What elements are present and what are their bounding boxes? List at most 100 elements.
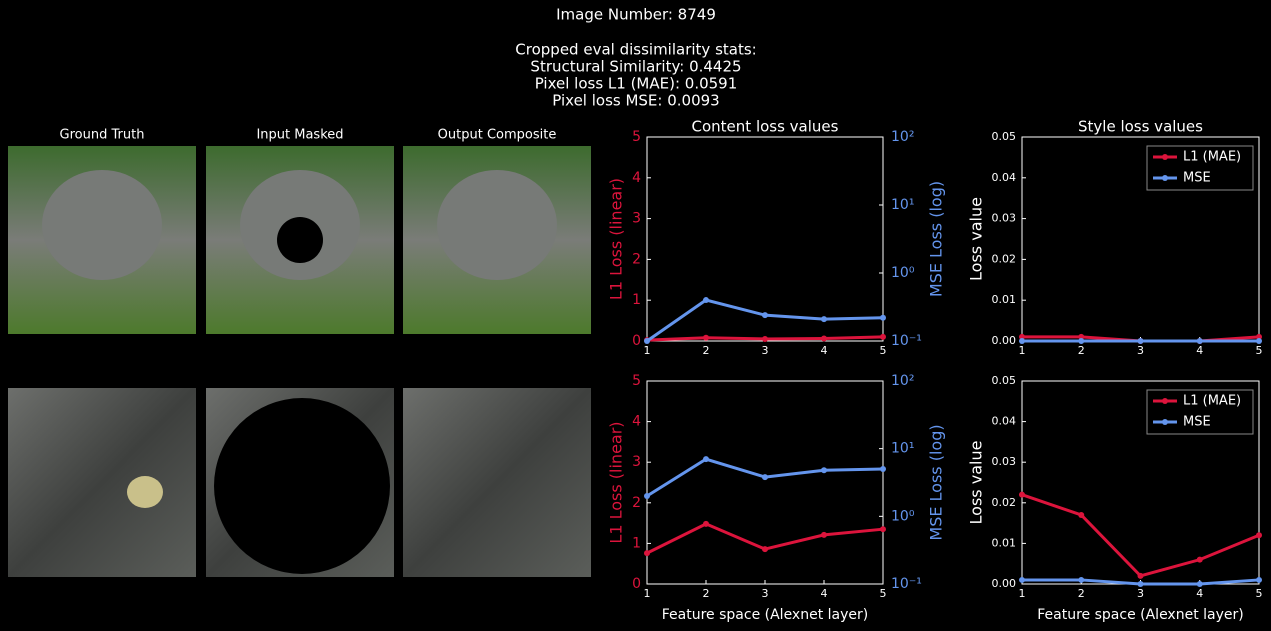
x-tick-label: 2 <box>1078 587 1085 600</box>
point <box>1137 581 1144 587</box>
series-line <box>646 298 884 343</box>
series-line <box>1021 493 1260 578</box>
legend-marker <box>1162 175 1168 181</box>
point <box>762 474 768 481</box>
x-tick-label: 3 <box>762 344 769 357</box>
y2-tick-label: 10² <box>891 129 914 145</box>
point <box>644 338 650 344</box>
x-tick-label: 2 <box>703 344 710 357</box>
point <box>880 333 886 340</box>
y-tick-label: 0.02 <box>992 496 1017 509</box>
y-tick-label: 0 <box>632 333 641 349</box>
image-crop-output <box>403 388 591 577</box>
point <box>1256 338 1262 344</box>
point <box>762 335 768 342</box>
x-axis-label: Feature space (Alexnet layer) <box>662 607 868 623</box>
y-tick-label: 4 <box>632 170 641 186</box>
x-tick-label: 5 <box>880 344 887 357</box>
point <box>1196 556 1203 563</box>
image-crop-ground-truth <box>8 388 196 577</box>
point <box>821 316 827 323</box>
point <box>1078 338 1085 344</box>
legend-label: MSE <box>1183 415 1211 430</box>
elephant-shape <box>437 170 557 280</box>
point <box>1256 576 1262 583</box>
y2-tick-label: 10⁻¹ <box>891 576 922 592</box>
y-tick-label: 2 <box>632 251 641 267</box>
y-tick-label: 1 <box>632 292 641 308</box>
x-tick-label: 1 <box>1019 587 1026 600</box>
y-tick-label: 2 <box>632 495 641 511</box>
y-tick-label: 0 <box>632 576 641 592</box>
point <box>1019 576 1025 583</box>
y-tick-label: 4 <box>632 414 641 430</box>
y-tick-label: 3 <box>632 454 641 470</box>
y-tick-label: 5 <box>632 129 641 145</box>
x-tick-label: 3 <box>1137 587 1144 600</box>
point <box>821 467 827 474</box>
point <box>1137 338 1144 344</box>
y-tick-label: 3 <box>632 211 641 227</box>
point <box>1196 338 1203 344</box>
header-line: Structural Similarity: 0.4425 <box>530 58 741 76</box>
y-tick-label: 0.01 <box>992 293 1017 306</box>
legend-marker <box>1162 398 1168 404</box>
y2-tick-label: 10⁰ <box>891 265 915 281</box>
x-tick-label: 3 <box>762 587 769 600</box>
point <box>880 526 886 533</box>
mask <box>214 398 390 574</box>
header-line: Pixel loss L1 (MAE): 0.0591 <box>535 75 738 93</box>
y-tick-label: 0.02 <box>992 252 1017 265</box>
point <box>880 466 886 473</box>
mask <box>277 217 323 263</box>
point <box>1078 511 1085 518</box>
point <box>821 335 827 342</box>
x-tick-label: 4 <box>1196 587 1203 600</box>
point <box>1019 338 1025 344</box>
axes-frame <box>646 380 884 585</box>
legend-label: MSE <box>1183 171 1211 186</box>
header-line: Cropped eval dissimilarity stats: <box>515 41 756 59</box>
header-line: Image Number: 8749 <box>556 6 716 24</box>
x-tick-label: 1 <box>644 587 651 600</box>
point <box>703 297 709 304</box>
y-axis-label: Loss value <box>967 441 986 525</box>
elephant-shape <box>42 170 162 280</box>
y-tick-label: 0.04 <box>992 415 1017 428</box>
legend-box <box>1146 389 1254 435</box>
point <box>644 492 650 499</box>
y2-tick-label: 10² <box>891 373 914 389</box>
x-tick-label: 5 <box>1256 587 1263 600</box>
y-axis-label: L1 Loss (linear) <box>607 178 626 300</box>
x-tick-label: 4 <box>1196 344 1203 357</box>
point <box>1196 581 1203 587</box>
chart-title: Style loss values <box>1078 118 1203 136</box>
image-title: Ground Truth <box>60 128 145 143</box>
y-tick-label: 0.01 <box>992 536 1017 549</box>
y-tick-label: 0.00 <box>992 577 1017 590</box>
y-axis-label: L1 Loss (linear) <box>607 421 626 543</box>
y2-tick-label: 10⁰ <box>891 508 915 524</box>
y-tick-label: 5 <box>632 373 641 389</box>
y-tick-label: 0.00 <box>992 334 1017 347</box>
point <box>703 520 709 527</box>
y2-tick-label: 10¹ <box>891 197 914 213</box>
point <box>880 314 886 321</box>
y-axis-label: Loss value <box>967 197 986 281</box>
x-tick-label: 3 <box>1137 344 1144 357</box>
point <box>644 550 650 557</box>
y2-tick-label: 10¹ <box>891 441 914 457</box>
point <box>1019 491 1025 498</box>
x-axis-label: Feature space (Alexnet layer) <box>1037 607 1243 623</box>
x-tick-label: 5 <box>1256 344 1263 357</box>
image-title: Output Composite <box>438 128 557 143</box>
x-tick-label: 4 <box>821 344 828 357</box>
image-title: Input Masked <box>256 128 343 143</box>
y-tick-label: 1 <box>632 535 641 551</box>
legend-label: L1 (MAE) <box>1183 394 1241 409</box>
point <box>1137 572 1144 579</box>
y-tick-label: 0.03 <box>992 455 1017 468</box>
y2-tick-label: 10⁻¹ <box>891 333 922 349</box>
